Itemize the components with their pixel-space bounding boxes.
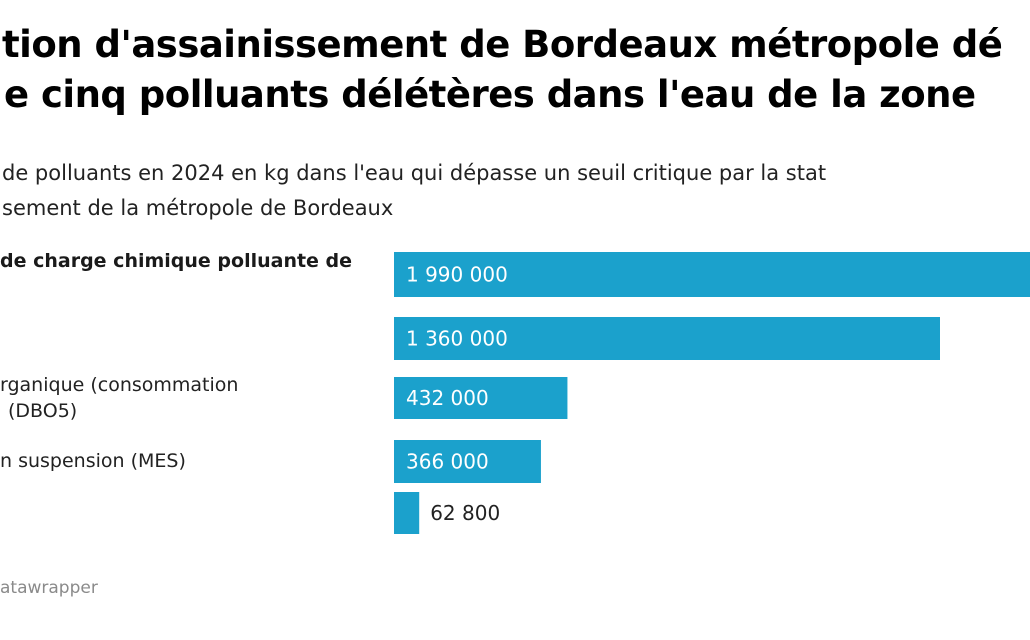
category-label-0-line-1: de charge chimique polluante de (0, 250, 353, 272)
value-label-0: 1 990 000 (406, 263, 508, 287)
bar-2 (394, 377, 568, 419)
chart-subtitle-line-1: de polluants en 2024 en kg dans l'eau qu… (2, 161, 827, 185)
value-label-4: 62 800 (430, 501, 500, 525)
category-labels: de charge chimique polluante de rganique… (0, 0, 390, 640)
category-label-2-line-1: rganique (consommation (0, 374, 239, 396)
category-label-2: rganique (consommation (DBO5) (0, 372, 238, 424)
bar-1 (394, 317, 940, 360)
value-label-1: 1 360 000 (406, 327, 508, 351)
chart-title-line-1: tion d'assainissement de Bordeaux métrop… (2, 23, 1003, 66)
chart-title-line-2: e cinq polluants délétères dans l'eau de… (4, 73, 976, 116)
bar-3 (394, 440, 541, 483)
footer-credit: atawrapper (0, 578, 98, 598)
category-label-2-line-2: (DBO5) (8, 400, 78, 422)
bar-0 (394, 252, 1030, 297)
category-label-3-line-1: n suspension (MES) (0, 450, 186, 472)
category-label-3: n suspension (MES) (0, 448, 186, 474)
value-label-3: 366 000 (406, 450, 489, 474)
value-label-2: 432 000 (406, 386, 489, 410)
category-label-0: de charge chimique polluante de (0, 248, 352, 274)
bar-4 (394, 492, 420, 534)
chart-subtitle-line-2: sement de la métropole de Bordeaux (2, 196, 394, 220)
